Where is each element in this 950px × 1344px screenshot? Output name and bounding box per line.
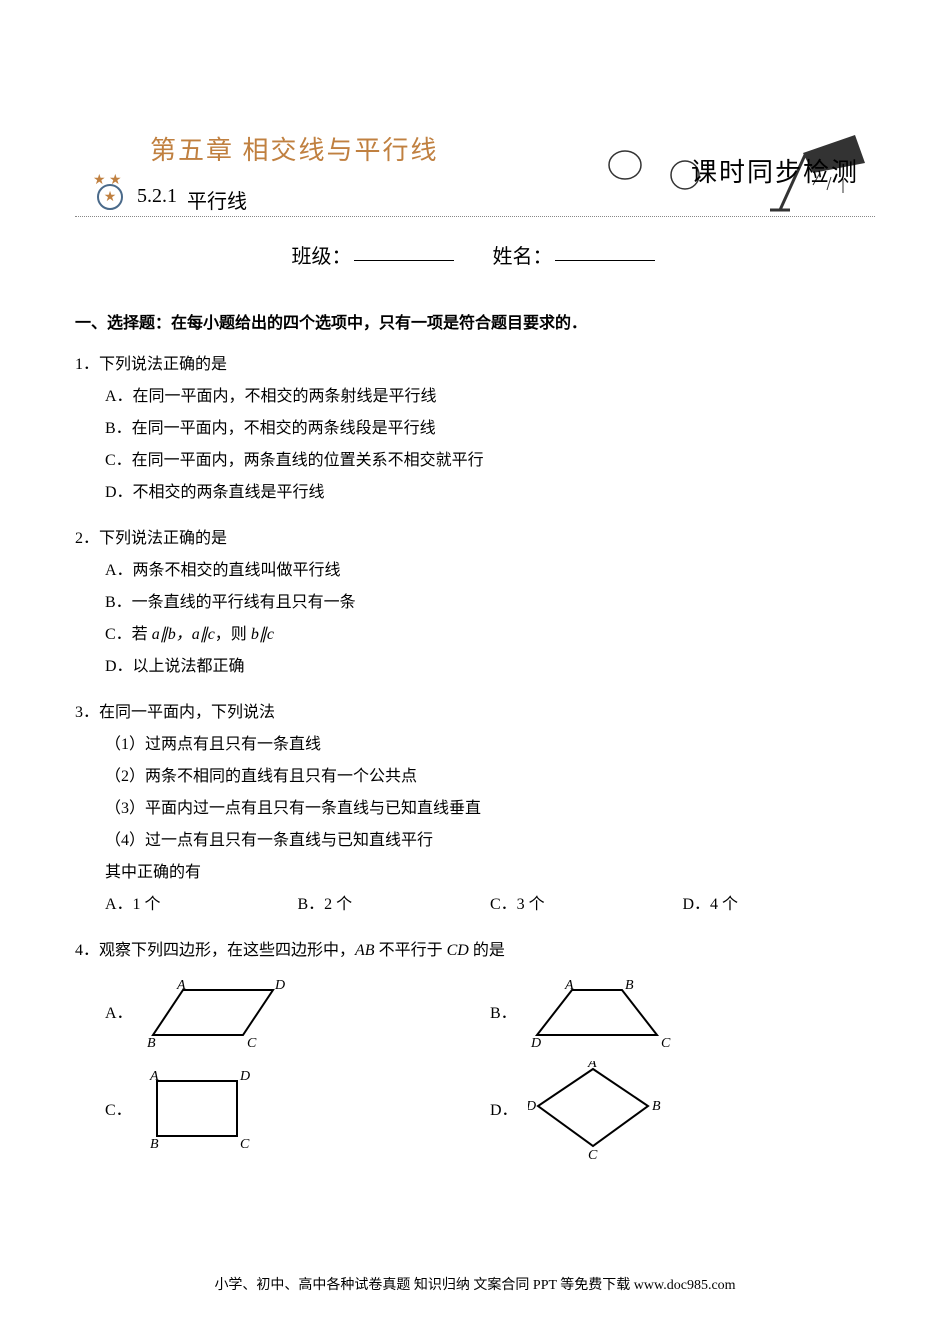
question-2: 2．下列说法正确的是 A．两条不相交的直线叫做平行线 B．一条直线的平行线有且只…: [75, 523, 875, 683]
name-label: 姓名：: [493, 246, 553, 268]
q1-opt-d: D．不相交的两条直线是平行线: [105, 477, 875, 509]
class-label: 班级：: [292, 246, 352, 268]
header-divider: [75, 216, 875, 217]
q3-num: 3．: [75, 704, 99, 721]
q4-stem-post: 的是: [469, 942, 505, 959]
kite-icon: A B C D: [528, 1061, 673, 1161]
q3-tail: 其中正确的有: [105, 857, 875, 889]
q4-stem-pre: 观察下列四边形，在这些四边形中，: [99, 942, 355, 959]
svg-text:D: D: [530, 1036, 541, 1051]
q4-opt-a-cell: A． A D C B: [105, 975, 490, 1053]
q4-num: 4．: [75, 942, 99, 959]
q2-opt-a: A．两条不相交的直线叫做平行线: [105, 555, 875, 587]
q1-stem: 下列说法正确的是: [99, 356, 227, 373]
q3-opt-a: A．1 个: [105, 889, 298, 921]
q4-ab: AB: [355, 942, 375, 959]
q2-c-expr2: b∥c: [251, 626, 274, 643]
q4-opt-c-label: C．: [105, 1095, 132, 1127]
name-blank: [555, 260, 655, 261]
q4-opt-b-cell: B． A B C D: [490, 975, 875, 1053]
q4-opt-d-cell: D． A B C D: [490, 1061, 875, 1161]
svg-text:B: B: [150, 1137, 159, 1152]
q2-stem: 下列说法正确的是: [99, 530, 227, 547]
parallelogram-icon: A D C B: [143, 975, 288, 1053]
svg-text:C: C: [247, 1036, 257, 1051]
q4-opt-d-label: D．: [490, 1095, 518, 1127]
q2-opt-d: D．以上说法都正确: [105, 651, 875, 683]
svg-text:B: B: [625, 978, 634, 993]
q2-opt-b: B．一条直线的平行线有且只有一条: [105, 587, 875, 619]
part1-heading: 一、选择题：在每小题给出的四个选项中，只有一项是符合题目要求的．: [75, 309, 875, 333]
square-icon: A D C B: [142, 1066, 287, 1156]
q3-opt-b: B．2 个: [298, 889, 491, 921]
q2-c-mid: ，则: [215, 626, 251, 643]
question-3: 3．在同一平面内，下列说法 （1）过两点有且只有一条直线 （2）两条不相同的直线…: [75, 697, 875, 921]
svg-text:D: D: [239, 1069, 250, 1084]
q4-cd: CD: [447, 942, 469, 959]
q1-opt-a: A．在同一平面内，不相交的两条射线是平行线: [105, 381, 875, 413]
star-circle-icon: ★: [97, 184, 123, 210]
q3-opt-c: C．3 个: [490, 889, 683, 921]
q2-c-expr1: a∥b，a∥c: [152, 626, 215, 643]
section-title: 平行线: [187, 185, 247, 214]
header: 第五章 相交线与平行线 ★ ★ ★ 5.2.1 平行线 课时同步检测: [75, 100, 875, 220]
svg-text:C: C: [588, 1148, 598, 1161]
q4-opt-c-cell: C． A D C B: [105, 1061, 490, 1161]
q4-opt-a-label: A．: [105, 998, 133, 1030]
q1-opt-c: C．在同一平面内，两条直线的位置关系不相交就平行: [105, 445, 875, 477]
sync-test-label: 课时同步检测: [691, 152, 859, 189]
svg-text:C: C: [661, 1036, 671, 1051]
page-footer: 小学、初中、高中各种试卷真题 知识归纳 文案合同 PPT 等免费下载 www.d…: [0, 1274, 950, 1294]
chapter-title: 第五章 相交线与平行线: [150, 130, 439, 167]
q3-opt-d: D．4 个: [683, 889, 876, 921]
svg-text:B: B: [147, 1036, 156, 1051]
trapezoid-icon: A B C D: [527, 975, 672, 1053]
q3-s2: （2）两条不相同的直线有且只有一个公共点: [105, 761, 875, 793]
svg-text:D: D: [528, 1099, 536, 1114]
question-4: 4．观察下列四边形，在这些四边形中，AB 不平行于 CD 的是 A． A D C…: [75, 935, 875, 1161]
q3-s1: （1）过两点有且只有一条直线: [105, 729, 875, 761]
q1-num: 1．: [75, 356, 99, 373]
svg-text:A: A: [564, 978, 574, 993]
svg-text:A: A: [149, 1069, 159, 1084]
class-name-row: 班级： 姓名：: [75, 240, 875, 269]
section-number: 5.2.1: [137, 185, 177, 208]
q4-opt-b-label: B．: [490, 998, 517, 1030]
svg-text:B: B: [652, 1099, 661, 1114]
question-1: 1．下列说法正确的是 A．在同一平面内，不相交的两条射线是平行线 B．在同一平面…: [75, 349, 875, 509]
svg-text:A: A: [587, 1061, 597, 1071]
svg-text:A: A: [176, 978, 186, 993]
q2-num: 2．: [75, 530, 99, 547]
q4-stem-mid: 不平行于: [375, 942, 447, 959]
q2-opt-c: C．若 a∥b，a∥c，则 b∥c: [105, 619, 875, 651]
q2-c-prefix: C．若: [105, 626, 152, 643]
class-blank: [354, 260, 454, 261]
q1-opt-b: B．在同一平面内，不相交的两条线段是平行线: [105, 413, 875, 445]
q3-stem: 在同一平面内，下列说法: [99, 704, 275, 721]
q3-s4: （4）过一点有且只有一条直线与已知直线平行: [105, 825, 875, 857]
svg-text:C: C: [240, 1137, 250, 1152]
svg-text:D: D: [274, 978, 285, 993]
q3-s3: （3）平面内过一点有且只有一条直线与已知直线垂直: [105, 793, 875, 825]
